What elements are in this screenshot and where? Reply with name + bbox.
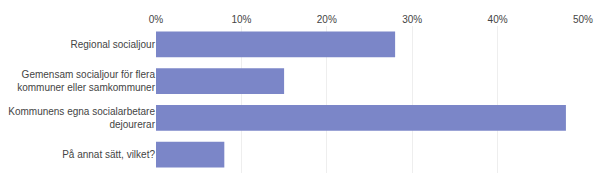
svg-text:50%: 50% bbox=[573, 14, 593, 25]
svg-text:Kommunens egna socialarbetared: Kommunens egna socialarbetaredejourerar bbox=[8, 106, 155, 130]
svg-text:30%: 30% bbox=[402, 14, 422, 25]
svg-text:Gemensam socialjour för flerak: Gemensam socialjour för flerakommuner el… bbox=[17, 69, 155, 93]
svg-text:På annat sätt, vilket?: På annat sätt, vilket? bbox=[62, 149, 155, 160]
svg-text:Regional socialjour: Regional socialjour bbox=[71, 39, 156, 50]
svg-text:20%: 20% bbox=[317, 14, 337, 25]
svg-text:10%: 10% bbox=[231, 14, 251, 25]
svg-text:0%: 0% bbox=[149, 14, 164, 25]
svg-text:40%: 40% bbox=[488, 14, 508, 25]
